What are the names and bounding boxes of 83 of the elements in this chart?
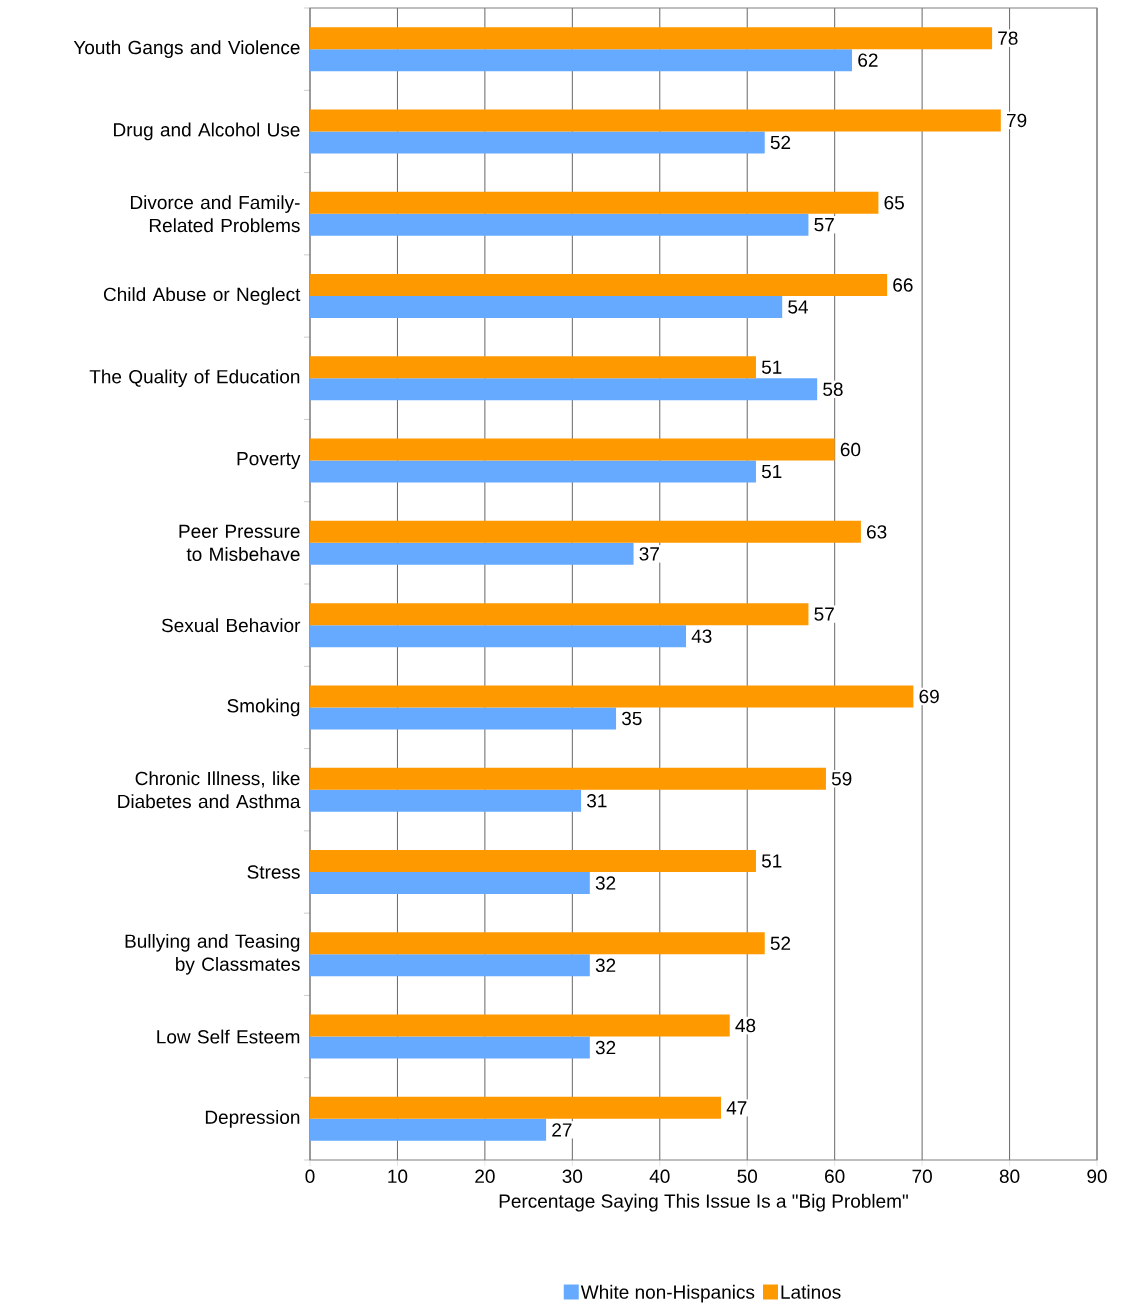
x-tick-label: 20	[475, 1169, 495, 1183]
x-tick-label: 0	[305, 1169, 315, 1183]
bar	[310, 274, 888, 297]
bar	[310, 872, 590, 895]
data-label: 52	[770, 135, 791, 150]
bar	[310, 296, 783, 319]
bar	[310, 191, 879, 214]
data-label: 48	[735, 1018, 756, 1033]
bar	[310, 1096, 721, 1119]
bar	[310, 685, 914, 708]
bar	[310, 789, 582, 812]
bar	[310, 1036, 590, 1059]
data-label: 51	[761, 854, 782, 868]
bar	[310, 850, 756, 873]
data-label: 54	[788, 300, 808, 314]
y-tick-label: Smoking	[227, 698, 300, 717]
data-label: 66	[893, 278, 913, 292]
data-label: 57	[814, 607, 834, 621]
data-label: 37	[639, 547, 659, 561]
x-tick-label: 30	[562, 1169, 583, 1183]
x-tick-label: 50	[737, 1169, 758, 1183]
x-tick-label: 40	[649, 1169, 670, 1183]
data-label: 62	[858, 53, 878, 67]
data-label: 35	[621, 711, 642, 726]
legend-label: Latinos	[781, 1284, 841, 1299]
y-tick-label: Poverty	[237, 452, 301, 470]
y-tick-label: Low Self Esteem	[157, 1029, 300, 1044]
x-tick-label: 90	[1087, 1169, 1107, 1183]
bar	[310, 213, 809, 236]
data-label: 78	[998, 31, 1018, 45]
bar	[310, 27, 993, 50]
y-tick-label: Sexual Behavior	[161, 618, 301, 633]
bar	[310, 1118, 547, 1141]
bar	[310, 707, 617, 730]
data-label: 27	[552, 1123, 572, 1137]
data-label: 57	[814, 218, 834, 232]
data-label: 51	[761, 464, 782, 479]
bar	[310, 109, 1001, 132]
data-label: 63	[867, 525, 887, 539]
bar	[310, 1014, 730, 1037]
data-label: 60	[840, 442, 861, 457]
y-tick-label: Drug and Alcohol Use	[114, 122, 300, 141]
bar	[310, 49, 853, 72]
data-label: 47	[726, 1101, 747, 1115]
data-label: 32	[595, 876, 616, 890]
bar	[310, 460, 756, 483]
legend-label: White non-Hispanics	[580, 1284, 755, 1303]
y-tick-label: Bullying and Teasing by Classmates	[125, 933, 300, 975]
data-label: 58	[823, 382, 843, 397]
data-label: 43	[691, 629, 712, 643]
x-tick-label: 10	[388, 1169, 408, 1183]
y-tick-label: Stress	[247, 865, 300, 879]
bar	[310, 603, 809, 626]
y-tick-label: Peer Pressure to Misbehave	[179, 524, 300, 561]
data-label: 51	[761, 360, 782, 374]
bar	[310, 767, 826, 790]
bar	[310, 932, 765, 955]
y-tick-label: Divorce and Family-Related Problems	[130, 195, 300, 233]
data-label: 31	[587, 794, 607, 808]
x-tick-label: 80	[999, 1169, 1020, 1183]
y-tick-label: Depression	[205, 1110, 300, 1128]
data-label: 65	[884, 195, 904, 210]
bar	[310, 131, 765, 154]
y-tick-label: Youth Gangs and Violence	[73, 40, 300, 58]
y-tick-label: The Quality of Education	[89, 369, 300, 388]
bar	[310, 542, 634, 565]
bar	[310, 438, 835, 461]
data-label: 52	[770, 936, 791, 951]
bar	[310, 378, 818, 401]
x-tick-label: 70	[912, 1169, 932, 1183]
bar	[310, 625, 687, 648]
data-label: 32	[595, 958, 616, 973]
bar	[310, 954, 590, 977]
bar	[310, 520, 861, 543]
x-axis-title: Percentage Saying This Issue Is a "Big Problem"	[499, 1193, 908, 1212]
y-tick-label: Child Abuse or Neglect	[103, 287, 301, 305]
data-label: 32	[595, 1040, 616, 1055]
data-label: 69	[919, 689, 939, 704]
data-label: 79	[1006, 113, 1027, 128]
x-tick-label: 60	[825, 1169, 845, 1183]
data-label: 59	[831, 772, 852, 786]
bar	[310, 356, 756, 379]
y-tick-label: Chronic Illness, like Diabetes and Asthma	[118, 771, 301, 809]
